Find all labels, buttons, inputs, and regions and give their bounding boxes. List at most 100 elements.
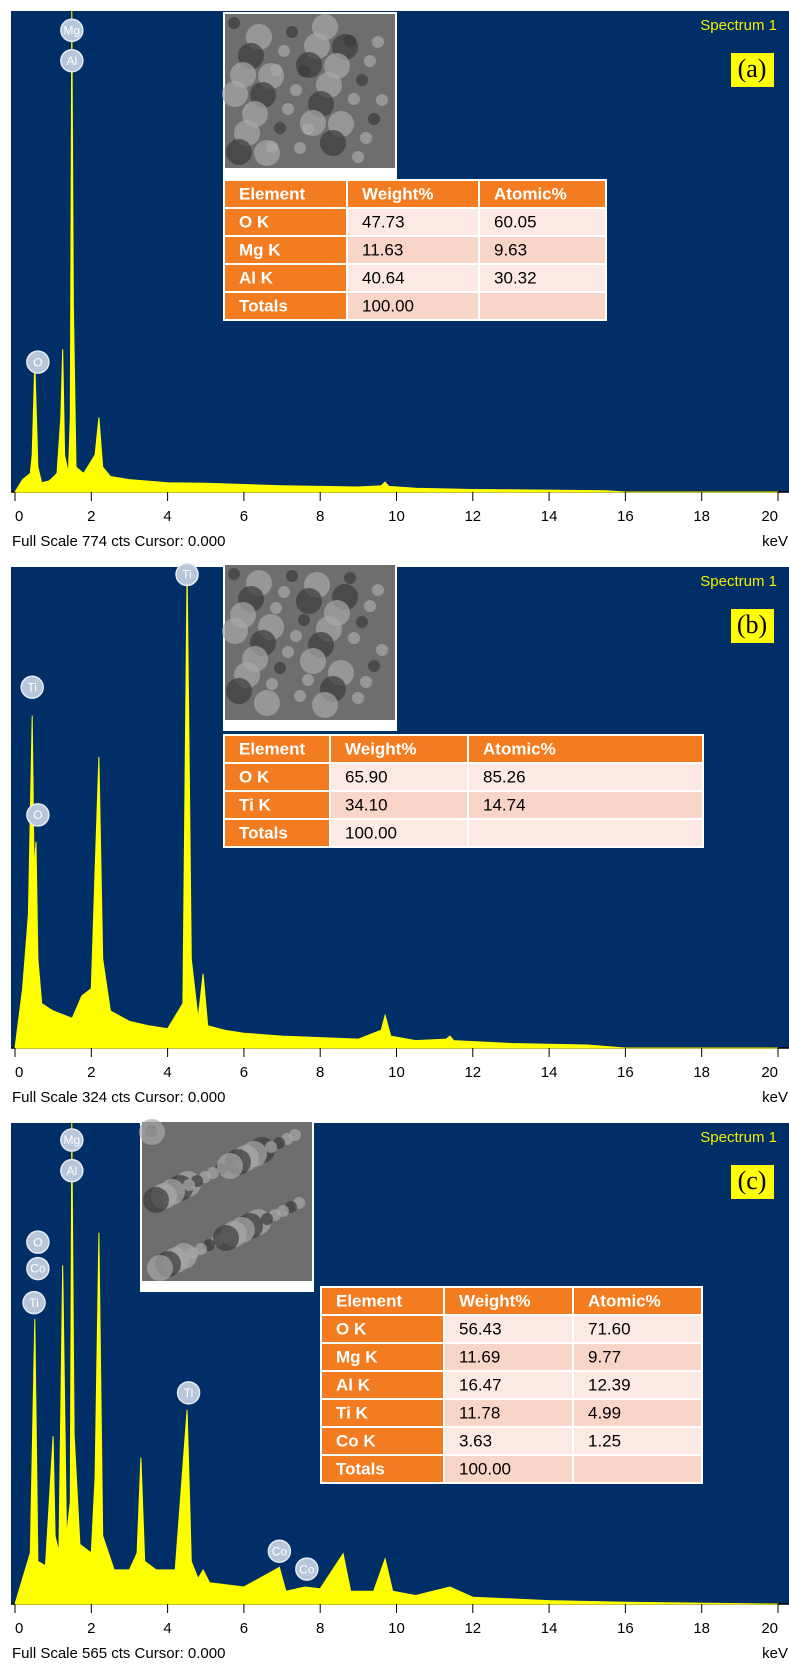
x-tick-label: 2 [87,1620,95,1637]
table-text: 3.63 [459,1431,492,1450]
table-text: 4.99 [588,1403,621,1422]
peak-label: Ti [182,568,192,582]
sem-texture [352,151,364,163]
peak-label: Al [67,1164,78,1178]
table-header-text: Totals [336,1459,385,1478]
x-tick-label: 10 [388,1064,405,1081]
sem-caption [141,1281,313,1291]
table-text: 9.77 [588,1347,621,1366]
sem-texture [348,93,360,105]
spectrum-panel: Spectrum 1 (c) Full Scale 565 cts Cursor: … [11,1119,789,1662]
table-text: 14.74 [483,795,526,814]
x-tick-label: 10 [388,508,405,525]
sem-texture [294,142,306,154]
table-header-text: Mg K [239,240,281,259]
peak-label: Al [67,54,78,68]
table-text: 100.00 [459,1459,511,1478]
sem-texture [348,632,360,644]
x-tick-label: 10 [388,1620,405,1637]
table-text: 40.64 [362,268,405,287]
table-header-text: Al K [336,1375,371,1394]
x-tick-label: 4 [163,1620,171,1637]
sem-texture [360,132,372,144]
table-header-text: Al K [239,268,274,287]
table-header-text: Element [239,184,305,203]
x-tick-label: 6 [240,508,248,525]
table-header-text: Atomic% [588,1291,661,1310]
x-tick-label: 8 [316,1064,324,1081]
x-tick-label: 0 [15,1064,23,1081]
sem-texture [147,1255,173,1281]
spectrum-title: Spectrum 1 [700,1129,777,1146]
sem-caption [224,168,396,178]
sem-texture [300,110,326,136]
sem-texture [222,618,248,644]
x-axis-label: keV [762,1089,788,1106]
table-text: 1.25 [588,1431,621,1450]
sem-texture [364,55,376,67]
table-text: 11.78 [459,1403,500,1422]
x-tick-label: 4 [163,508,171,525]
peak-label: Ti [27,680,37,694]
panel-label: (b) [737,610,767,639]
sem-texture [270,602,282,614]
sem-texture [296,52,322,78]
x-tick-label: 6 [240,1064,248,1081]
sem-texture [226,139,252,165]
x-tick-label: 12 [464,508,481,525]
sem-texture [274,662,286,674]
table-header-text: Weight% [345,739,416,758]
sem-texture [376,94,388,106]
sem-texture [213,1225,239,1251]
footer: Full Scale 565 cts Cursor: 0.000 [12,1645,225,1662]
table-cell [479,292,606,320]
table-text: 34.10 [345,795,388,814]
sem-texture [254,690,280,716]
panel-label: (a) [738,54,767,83]
sem-texture [364,600,376,612]
peak-label: Mg [64,1133,81,1147]
x-tick-label: 6 [240,1620,248,1637]
table-header-text: O K [336,1319,367,1338]
peak-label: Co [299,1562,315,1576]
x-tick-label: 14 [541,1064,558,1081]
table-text: 100.00 [362,296,414,315]
sem-texture [356,616,368,628]
x-tick-label: 0 [15,508,23,525]
sem-texture [368,660,380,672]
x-tick-label: 16 [617,1620,634,1637]
table-text: 60.05 [494,212,537,231]
table-text: 71.60 [588,1319,631,1338]
sem-texture [183,1179,195,1191]
peak-label: Ti [29,1296,39,1310]
table-text: 30.32 [494,268,537,287]
sem-texture [282,103,294,115]
footer: Full Scale 324 cts Cursor: 0.000 [12,1089,225,1106]
table-text: 12.39 [588,1375,631,1394]
sem-texture [296,588,322,614]
x-tick-label: 18 [693,508,710,525]
panel-label: (c) [738,1166,767,1195]
spectrum-title: Spectrum 1 [700,17,777,34]
sem-texture [278,45,290,57]
x-tick-label: 0 [15,1620,23,1637]
sem-texture [226,678,252,704]
x-tick-label: 16 [617,508,634,525]
sem-texture [372,36,384,48]
sem-texture [143,1187,169,1213]
sem-texture [352,692,364,704]
footer: Full Scale 774 cts Cursor: 0.000 [12,533,225,550]
peak-label: O [33,808,42,822]
sem-texture [344,35,356,47]
sem-texture [294,690,306,702]
sem-texture [286,570,298,582]
sem-caption [224,720,396,730]
x-tick-label: 14 [541,1620,558,1637]
sem-texture [217,1153,243,1179]
peak-label: Co [272,1544,288,1558]
table-text: 47.73 [362,212,405,231]
sem-texture [360,676,372,688]
sem-texture [187,1247,199,1259]
sem-texture [261,1213,273,1225]
sem-texture [228,568,240,580]
